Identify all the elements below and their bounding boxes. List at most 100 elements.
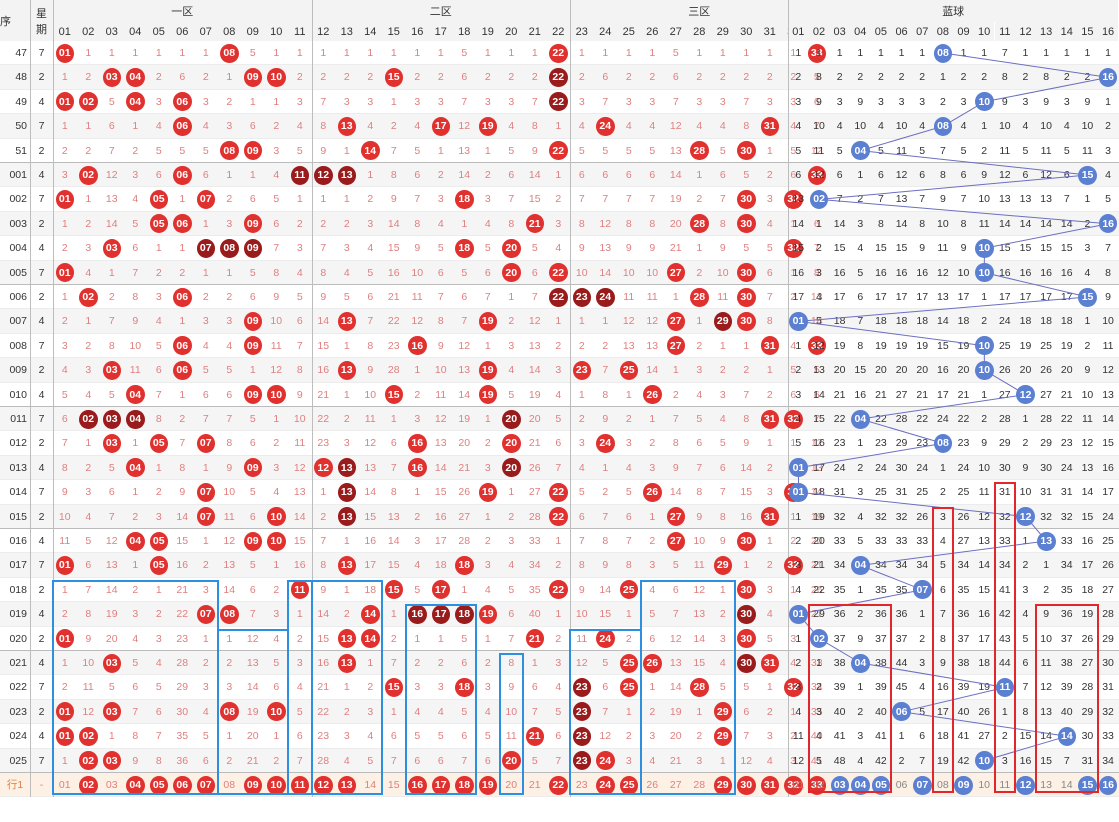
pick-red-ball[interactable]: 17 [431, 775, 450, 795]
red-number-header[interactable]: 24 [593, 22, 617, 41]
issue-number[interactable]: 013 [9, 461, 27, 474]
red-number-header[interactable]: 01 [53, 22, 77, 41]
issue-number[interactable]: 022 [9, 681, 27, 694]
red-number-header[interactable]: 03 [100, 22, 124, 41]
red-number-header[interactable]: 19 [476, 22, 500, 41]
pick-blue-ball[interactable]: 07 [913, 775, 932, 795]
pick-red-ball[interactable]: 32 [784, 775, 803, 795]
red-number-header[interactable]: 20 [499, 22, 523, 41]
issue-number[interactable]: 50 [15, 120, 27, 133]
pick-blue-number[interactable]: 10 [978, 778, 990, 791]
issue-number[interactable]: 001 [9, 168, 27, 181]
issue-number[interactable]: 002 [9, 193, 27, 206]
issue-number[interactable]: 025 [9, 754, 27, 767]
red-number-header[interactable]: 09 [241, 22, 265, 41]
issue-number[interactable]: 003 [9, 217, 27, 230]
issue-number[interactable]: 012 [9, 437, 27, 450]
pick-row-label[interactable]: 行1 [6, 778, 24, 791]
pick-red-number[interactable]: 03 [105, 778, 118, 791]
pick-red-number[interactable]: 15 [387, 778, 400, 791]
pick-blue-number[interactable]: 02 [813, 778, 825, 791]
pick-blue-number[interactable]: 01 [792, 778, 805, 791]
pick-blue-ball[interactable]: 16 [1098, 775, 1118, 795]
pick-red-ball[interactable]: 04 [126, 775, 145, 795]
issue-number[interactable]: 024 [9, 730, 27, 743]
sort-header[interactable]: 序 [0, 0, 30, 41]
pick-blue-ball[interactable]: 03 [830, 775, 849, 795]
blue-number-header[interactable]: 14 [1056, 22, 1078, 41]
issue-number[interactable]: 019 [9, 608, 27, 621]
issue-number[interactable]: 51 [15, 144, 27, 157]
pick-red-ball[interactable]: 16 [408, 775, 427, 795]
blue-number-header[interactable]: 07 [911, 22, 933, 41]
issue-number[interactable]: 010 [9, 388, 27, 401]
pick-red-number[interactable]: 23 [575, 778, 588, 791]
issue-number[interactable]: 017 [9, 559, 27, 572]
issue-number[interactable]: 009 [9, 364, 27, 377]
red-number-header[interactable]: 27 [664, 22, 688, 41]
blue-number-header[interactable]: 16 [1097, 22, 1119, 41]
pick-red-number[interactable]: 08 [223, 778, 236, 791]
blue-number-header[interactable]: 05 [870, 22, 892, 41]
red-number-header[interactable]: 26 [640, 22, 664, 41]
blue-number-header[interactable]: 11 [994, 22, 1016, 41]
issue-number[interactable]: 007 [9, 315, 27, 328]
pick-blue-ball[interactable]: 15 [1078, 775, 1097, 795]
red-number-header[interactable]: 16 [405, 22, 429, 41]
red-number-header[interactable]: 02 [76, 22, 100, 41]
pick-red-ball[interactable]: 18 [455, 775, 474, 795]
pick-red-number[interactable]: 27 [669, 778, 682, 791]
issue-number[interactable]: 020 [9, 632, 27, 645]
pick-red-ball[interactable]: 22 [549, 775, 568, 795]
red-number-header[interactable]: 18 [452, 22, 476, 41]
red-number-header[interactable]: 31 [758, 22, 782, 41]
issue-number[interactable]: 011 [10, 412, 27, 425]
red-number-header[interactable]: 14 [358, 22, 382, 41]
issue-number[interactable]: 008 [9, 339, 27, 352]
issue-number[interactable]: 018 [9, 583, 27, 596]
red-number-header[interactable]: 21 [523, 22, 547, 41]
pick-blue-number[interactable]: 06 [895, 778, 908, 791]
pick-red-number[interactable]: 01 [58, 778, 71, 791]
red-number-header[interactable]: 06 [170, 22, 194, 41]
red-number-header[interactable]: 28 [687, 22, 711, 41]
red-number-header[interactable]: 15 [382, 22, 406, 41]
red-number-header[interactable]: 29 [711, 22, 735, 41]
issue-number[interactable]: 006 [9, 290, 27, 303]
pick-blue-ball[interactable]: 12 [1016, 775, 1035, 795]
blue-number-header[interactable]: 08 [932, 22, 954, 41]
pick-blue-ball[interactable]: 05 [871, 775, 891, 795]
pick-red-ball[interactable]: 30 [737, 775, 756, 795]
red-number-header[interactable]: 17 [429, 22, 453, 41]
pick-blue-ball[interactable]: 09 [954, 775, 973, 795]
pick-red-number[interactable]: 21 [528, 778, 541, 791]
red-number-header[interactable]: 05 [147, 22, 171, 41]
pick-red-ball[interactable]: 12 [314, 775, 333, 795]
blue-number-header[interactable]: 03 [829, 22, 850, 41]
blue-number-header[interactable]: 12 [1015, 22, 1036, 41]
pick-red-number[interactable]: 26 [646, 778, 659, 791]
issue-number[interactable]: 015 [9, 510, 27, 523]
red-number-header[interactable]: 11 [288, 22, 312, 41]
red-number-header[interactable]: 22 [546, 22, 570, 41]
pick-blue-number[interactable]: 14 [1060, 778, 1073, 791]
blue-number-header[interactable]: 02 [808, 22, 830, 41]
blue-number-header[interactable]: 13 [1035, 22, 1057, 41]
blue-number-header[interactable]: 04 [849, 22, 871, 41]
blue-number-header[interactable]: 09 [953, 22, 974, 41]
issue-number[interactable]: 016 [9, 534, 27, 547]
pick-red-ball[interactable]: 06 [173, 775, 192, 795]
pick-red-ball[interactable]: 07 [196, 775, 215, 795]
pick-red-ball[interactable]: 25 [619, 775, 638, 795]
issue-number[interactable]: 47 [15, 46, 27, 59]
issue-number[interactable]: 48 [15, 71, 27, 84]
red-number-header[interactable]: 12 [311, 22, 335, 41]
pick-red-ball[interactable]: 19 [478, 775, 497, 795]
pick-red-number[interactable]: 20 [505, 778, 518, 791]
red-number-header[interactable]: 08 [217, 22, 241, 41]
pick-red-ball[interactable]: 11 [290, 775, 309, 795]
pick-red-number[interactable]: 14 [364, 778, 377, 791]
pick-red-ball[interactable]: 33 [807, 775, 826, 795]
pick-blue-number[interactable]: 08 [937, 778, 949, 791]
issue-number[interactable]: 023 [9, 705, 27, 718]
